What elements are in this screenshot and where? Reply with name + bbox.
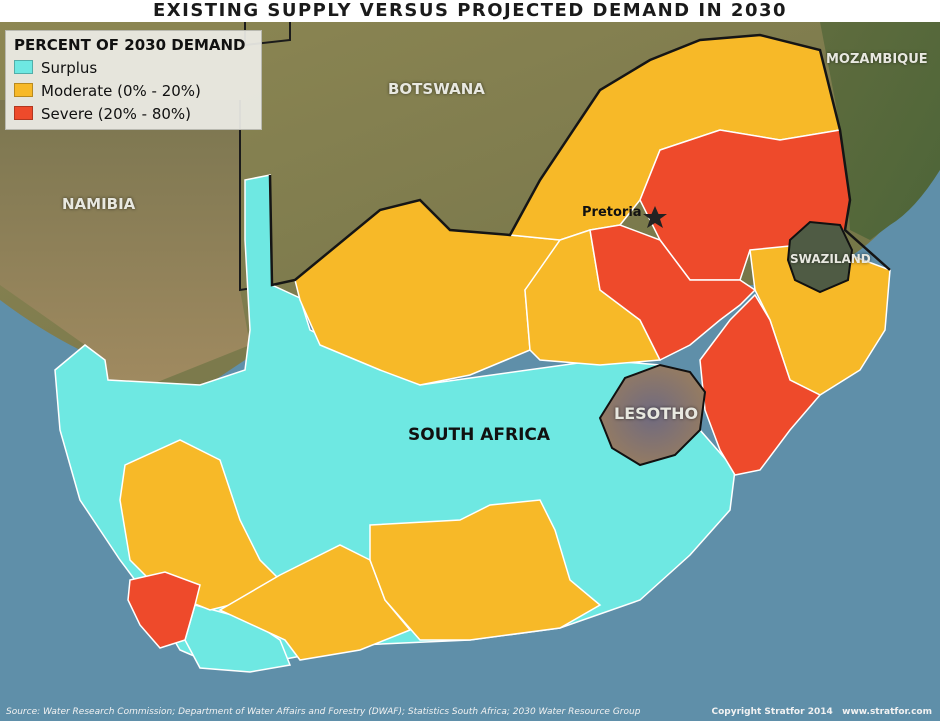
swaziland-shape <box>786 220 854 294</box>
legend-title: PERCENT OF 2030 DEMAND <box>14 36 246 54</box>
legend-item-surplus: Surplus <box>14 59 97 77</box>
legend-swatch-severe <box>14 106 33 120</box>
source-note: Source: Water Research Commission; Depar… <box>6 707 641 717</box>
region-severe-capetown <box>127 571 201 649</box>
label-south-africa: SOUTH AFRICA <box>408 425 551 445</box>
south-africa-northern-border <box>268 33 891 287</box>
label-pretoria: Pretoria <box>582 205 642 220</box>
region-severe-east <box>699 293 822 476</box>
legend-label-severe: Severe (20% - 80%) <box>41 105 192 123</box>
pretoria-star-icon <box>643 206 667 228</box>
copyright: Copyright Stratfor 2014 <box>711 707 833 717</box>
legend-item-moderate: Moderate (0% - 20%) <box>14 82 201 100</box>
label-mozambique: MOZAMBIQUE <box>826 52 928 67</box>
map-title: EXISTING SUPPLY VERSUS PROJECTED DEMAND … <box>0 0 940 22</box>
namibia-region <box>0 100 250 385</box>
region-severe-central <box>589 224 757 362</box>
mozambique-region <box>820 22 940 240</box>
legend-item-severe: Severe (20% - 80%) <box>14 105 191 123</box>
label-namibia: NAMIBIA <box>62 195 136 213</box>
label-lesotho: LESOTHO <box>614 404 699 423</box>
legend-swatch-surplus <box>14 60 33 74</box>
legend-swatch-moderate <box>14 83 33 97</box>
website-link[interactable]: www.stratfor.com <box>842 707 932 717</box>
label-botswana: BOTSWANA <box>388 80 485 98</box>
legend-label-moderate: Moderate (0% - 20%) <box>41 82 201 100</box>
legend-label-surplus: Surplus <box>41 59 98 77</box>
label-swaziland: SWAZILAND <box>790 252 871 266</box>
legend: PERCENT OF 2030 DEMAND Surplus Moderate … <box>5 30 262 130</box>
lesotho-shape <box>598 363 707 467</box>
credits: Copyright Stratfor 2014 www.stratfor.com <box>712 707 932 717</box>
region-moderate-south-b <box>369 499 602 641</box>
